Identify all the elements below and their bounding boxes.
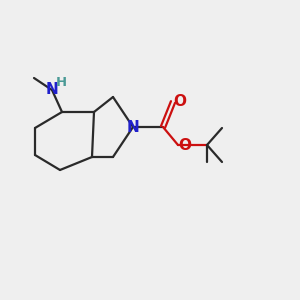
Text: O: O [173, 94, 187, 110]
Text: N: N [127, 119, 140, 134]
Text: H: H [56, 76, 67, 89]
Text: N: N [46, 82, 59, 97]
Text: O: O [178, 139, 191, 154]
